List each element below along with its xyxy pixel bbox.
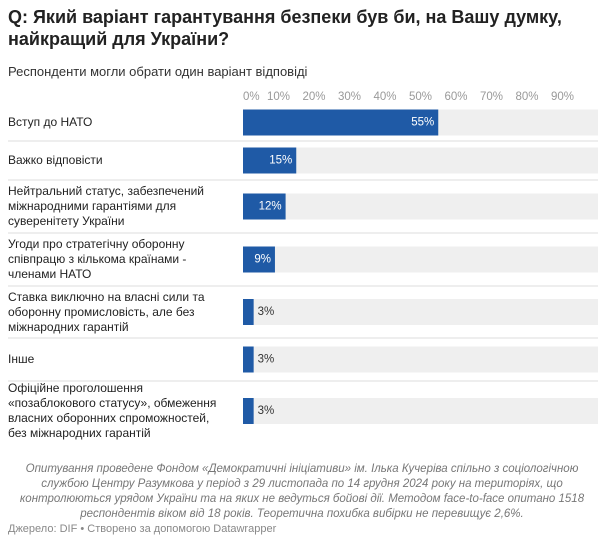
category-label: Угоди про стратегічну оборонну співпрацю… xyxy=(8,237,187,281)
bar-background xyxy=(243,193,598,220)
category-label: Ставка виключно на власні сили та оборон… xyxy=(8,289,205,334)
x-tick-label: 40% xyxy=(373,91,396,103)
value-label: 12% xyxy=(259,201,282,213)
category-label: Інше xyxy=(8,352,35,366)
bar xyxy=(243,246,275,273)
x-tick-label: 10% xyxy=(267,91,290,103)
category-label: Офіційне проголошення «позаблокового ста… xyxy=(8,381,217,440)
x-tick-label: 50% xyxy=(409,91,432,103)
x-tick-label: 80% xyxy=(515,91,538,103)
x-tick-label: 90% xyxy=(551,91,574,103)
value-label: 3% xyxy=(258,405,275,417)
category-label: Вступ до НАТО xyxy=(8,115,93,129)
chart-title: Q: Який варіант гарантування безпеки був… xyxy=(8,7,562,49)
bar-background xyxy=(243,246,598,273)
x-tick-label: 0% xyxy=(243,91,260,103)
bar-background xyxy=(243,299,598,325)
value-label: 55% xyxy=(411,117,434,129)
bar xyxy=(243,299,254,325)
bar xyxy=(243,193,286,220)
x-tick-label: 30% xyxy=(338,91,361,103)
bar xyxy=(243,109,439,136)
bar xyxy=(243,147,297,174)
x-tick-label: 70% xyxy=(480,91,503,103)
bar-background xyxy=(243,147,598,174)
value-label: 15% xyxy=(269,155,292,167)
bar xyxy=(243,398,254,424)
x-tick-label: 20% xyxy=(302,91,325,103)
x-tick-label: 60% xyxy=(444,91,467,103)
notes: Опитування проведене Фондом «Демократичн… xyxy=(19,463,585,520)
chart-subtitle: Респонденти могли обрати один варіант ві… xyxy=(8,64,308,79)
source: Джерело: DIF • Створено за допомогою Dat… xyxy=(8,523,277,535)
category-label: Нейтральний статус, забезпечений міжнаро… xyxy=(8,184,205,228)
value-label: 3% xyxy=(258,354,275,366)
bar-background xyxy=(243,398,598,424)
value-label: 9% xyxy=(254,254,271,266)
bar-background xyxy=(243,346,598,373)
value-label: 3% xyxy=(258,306,275,318)
category-label: Важко відповісти xyxy=(8,153,103,167)
bar xyxy=(243,346,254,373)
